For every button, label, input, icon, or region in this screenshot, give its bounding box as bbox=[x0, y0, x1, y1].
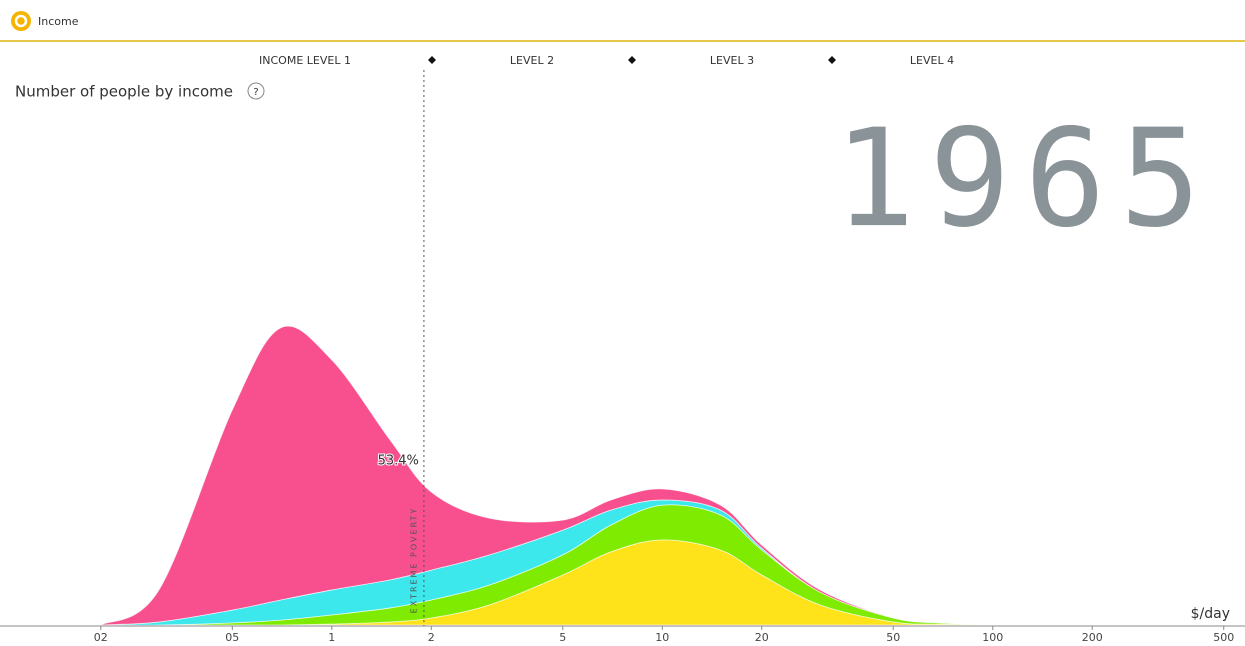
level-label: LEVEL 4 bbox=[910, 54, 954, 67]
level-divider bbox=[628, 56, 636, 64]
x-tick-label: 1 bbox=[328, 631, 335, 644]
x-tick-label: 5 bbox=[559, 631, 566, 644]
logo-mark bbox=[14, 14, 28, 28]
x-tick-label: 02 bbox=[94, 631, 108, 644]
x-tick-label: 10 bbox=[655, 631, 669, 644]
x-tick-label: 200 bbox=[1082, 631, 1103, 644]
x-tick-label: 05 bbox=[225, 631, 239, 644]
help-icon-mark: ? bbox=[253, 87, 258, 98]
level-divider bbox=[828, 56, 836, 64]
x-tick-label: 2 bbox=[428, 631, 435, 644]
level-label: INCOME LEVEL 1 bbox=[259, 54, 351, 67]
level-divider bbox=[428, 56, 436, 64]
x-tick-label: 500 bbox=[1213, 631, 1234, 644]
level-label: LEVEL 2 bbox=[510, 54, 554, 67]
chart-title: Number of people by income bbox=[15, 83, 233, 101]
year: 1965 bbox=[834, 100, 1215, 257]
area bbox=[100, 325, 993, 626]
level-label: LEVEL 3 bbox=[710, 54, 754, 67]
x-tick-label: 20 bbox=[755, 631, 769, 644]
help-icon[interactable] bbox=[247, 82, 265, 100]
x-axis-label: $/day bbox=[1191, 606, 1230, 622]
page-title: Income bbox=[38, 15, 79, 28]
poverty-share: 53.4% bbox=[378, 454, 419, 469]
x-tick-label: 50 bbox=[886, 631, 900, 644]
x-tick-label: 100 bbox=[982, 631, 1003, 644]
poverty-label: EXTREME POVERTY bbox=[409, 507, 418, 614]
logo[interactable] bbox=[11, 11, 31, 31]
